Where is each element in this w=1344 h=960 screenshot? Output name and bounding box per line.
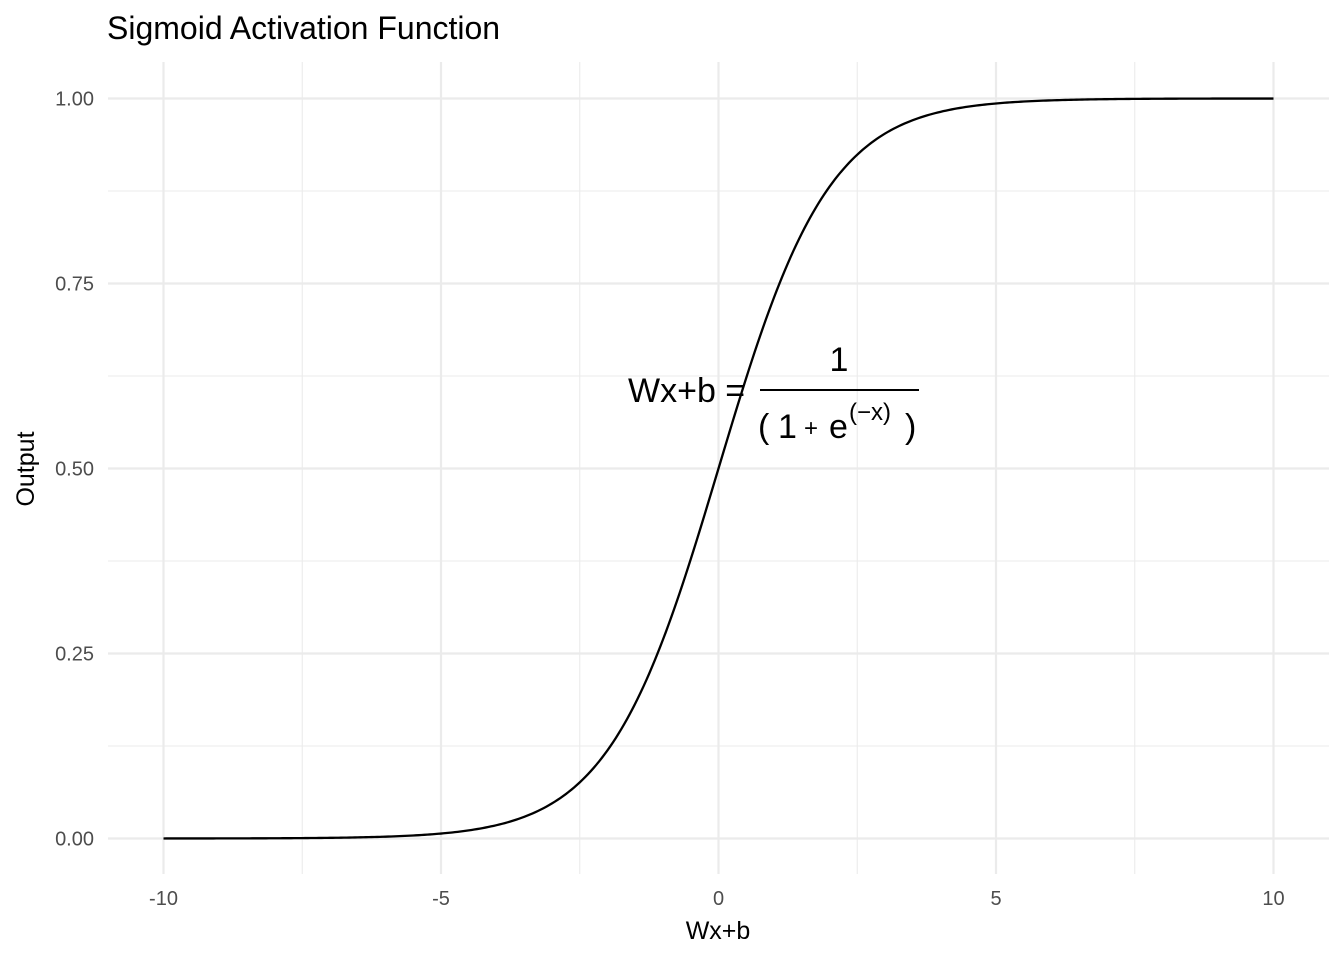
formula-annotation: Wx+b = 1 ( 1 + e (−x) ) (628, 341, 919, 446)
x-tick-label: 0 (713, 888, 724, 910)
x-axis-label: Wx+b (686, 917, 751, 945)
y-axis-label: Output (12, 431, 40, 506)
x-tick-label: -5 (432, 888, 450, 910)
x-tick-label: -10 (149, 888, 178, 910)
y-tick-label: 0.50 (55, 459, 94, 481)
x-tick-label: 10 (1262, 888, 1284, 910)
y-tick-label: 0.25 (55, 644, 94, 666)
series-layer (163, 97, 1274, 840)
x-tick-labels: -10 -5 0 5 10 (149, 888, 1285, 910)
formula-denominator-one: 1 (778, 408, 797, 446)
formula-denominator-open-paren: ( (758, 408, 770, 446)
y-tick-label: 0.00 (55, 829, 94, 851)
chart-title: Sigmoid Activation Function (107, 10, 500, 46)
y-tick-labels: 0.00 0.25 0.50 0.75 1.00 (55, 89, 94, 851)
sigmoid-curve (163, 97, 1274, 840)
formula-denominator-e: e (829, 408, 848, 446)
y-tick-label: 0.75 (55, 274, 94, 296)
y-tick-label: 1.00 (55, 89, 94, 111)
formula-lhs: Wx+b = (628, 372, 745, 410)
formula-denominator-plus: + (804, 415, 818, 442)
x-tick-label: 5 (990, 888, 1001, 910)
formula-denominator-close-paren: ) (905, 408, 916, 446)
formula-exponent: (−x) (849, 399, 891, 426)
formula-numerator: 1 (830, 341, 849, 379)
